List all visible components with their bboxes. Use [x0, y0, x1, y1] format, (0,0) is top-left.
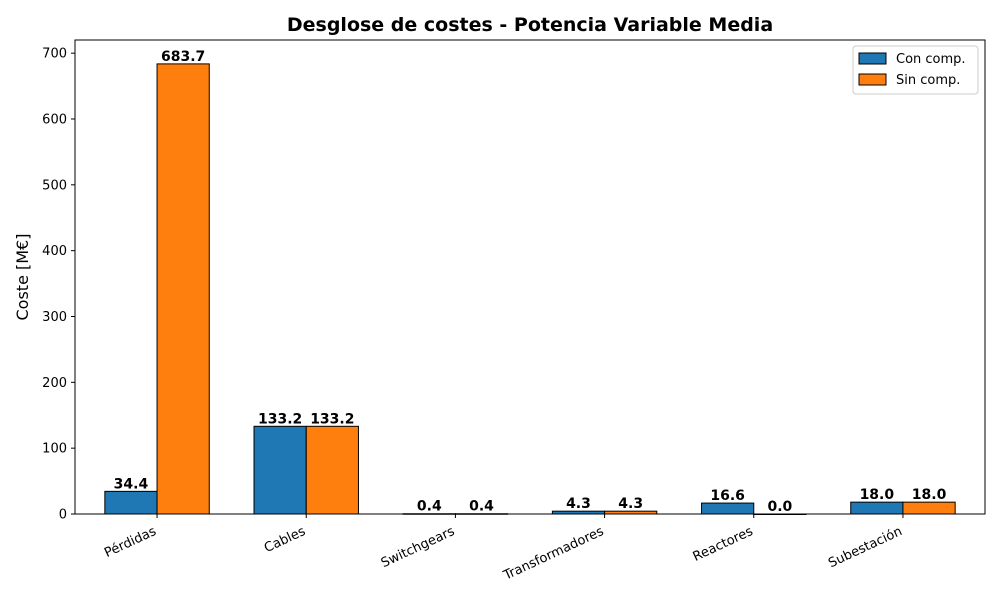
bar-0-1	[253, 425, 307, 515]
data-label-0-4: 16.6	[710, 488, 745, 504]
legend: Con comp. Sin comp.	[852, 45, 979, 95]
chart-title: Desglose de costes - Potencia Variable M…	[287, 14, 773, 36]
bar-0-5	[850, 501, 904, 515]
x-tick-label-4: Reactores	[691, 524, 756, 565]
data-label-1-1: 133.2	[310, 411, 354, 427]
legend-label-1: Sin comp.	[896, 73, 960, 88]
y-tick-label-3: 300	[42, 310, 67, 325]
y-axis-label: Coste [M€]	[13, 234, 32, 321]
legend-swatch-0	[858, 52, 887, 65]
bar-1-5	[902, 501, 956, 515]
x-tick-label-0: Pérdidas	[102, 524, 159, 561]
data-label-0-1: 133.2	[258, 411, 302, 427]
legend-swatch-1	[858, 73, 887, 86]
data-label-1-5: 18.0	[912, 487, 947, 503]
plot-area: 34.4 133.2 0.4 4.3 16.6 18.0 683.7 133.2 0.4 4.3 0…	[42, 39, 986, 584]
y-tick-label-7: 700	[42, 47, 67, 62]
bar-0-0	[104, 490, 158, 515]
data-label-0-2: 0.4	[417, 499, 442, 515]
bar-0-4	[701, 502, 755, 515]
x-tick-label-3: Transformadores	[501, 524, 607, 584]
y-tick-label-1: 100	[42, 442, 67, 457]
data-label-1-3: 4.3	[618, 496, 643, 512]
x-tick-label-5: Subestación	[826, 524, 904, 571]
legend-label-0: Con comp.	[896, 52, 966, 67]
bar-1-1	[305, 425, 359, 515]
data-label-1-2: 0.4	[469, 499, 494, 515]
y-tick-label-6: 600	[42, 113, 67, 128]
data-label-1-0: 683.7	[161, 49, 205, 65]
data-label-0-3: 4.3	[566, 496, 591, 512]
y-tick-label-5: 500	[42, 178, 67, 193]
x-tick-label-2: Switchgears	[379, 524, 457, 571]
y-tick-label-0: 0	[59, 508, 67, 523]
axes-frame	[74, 39, 986, 515]
data-label-0-5: 18.0	[860, 487, 895, 503]
data-label-0-0: 34.4	[114, 476, 149, 492]
data-label-1-4: 0.0	[767, 499, 792, 515]
y-tick-label-2: 200	[42, 376, 67, 391]
x-tick-label-1: Cables	[262, 524, 308, 556]
bar-1-0	[156, 63, 210, 515]
y-tick-label-4: 400	[42, 244, 67, 259]
